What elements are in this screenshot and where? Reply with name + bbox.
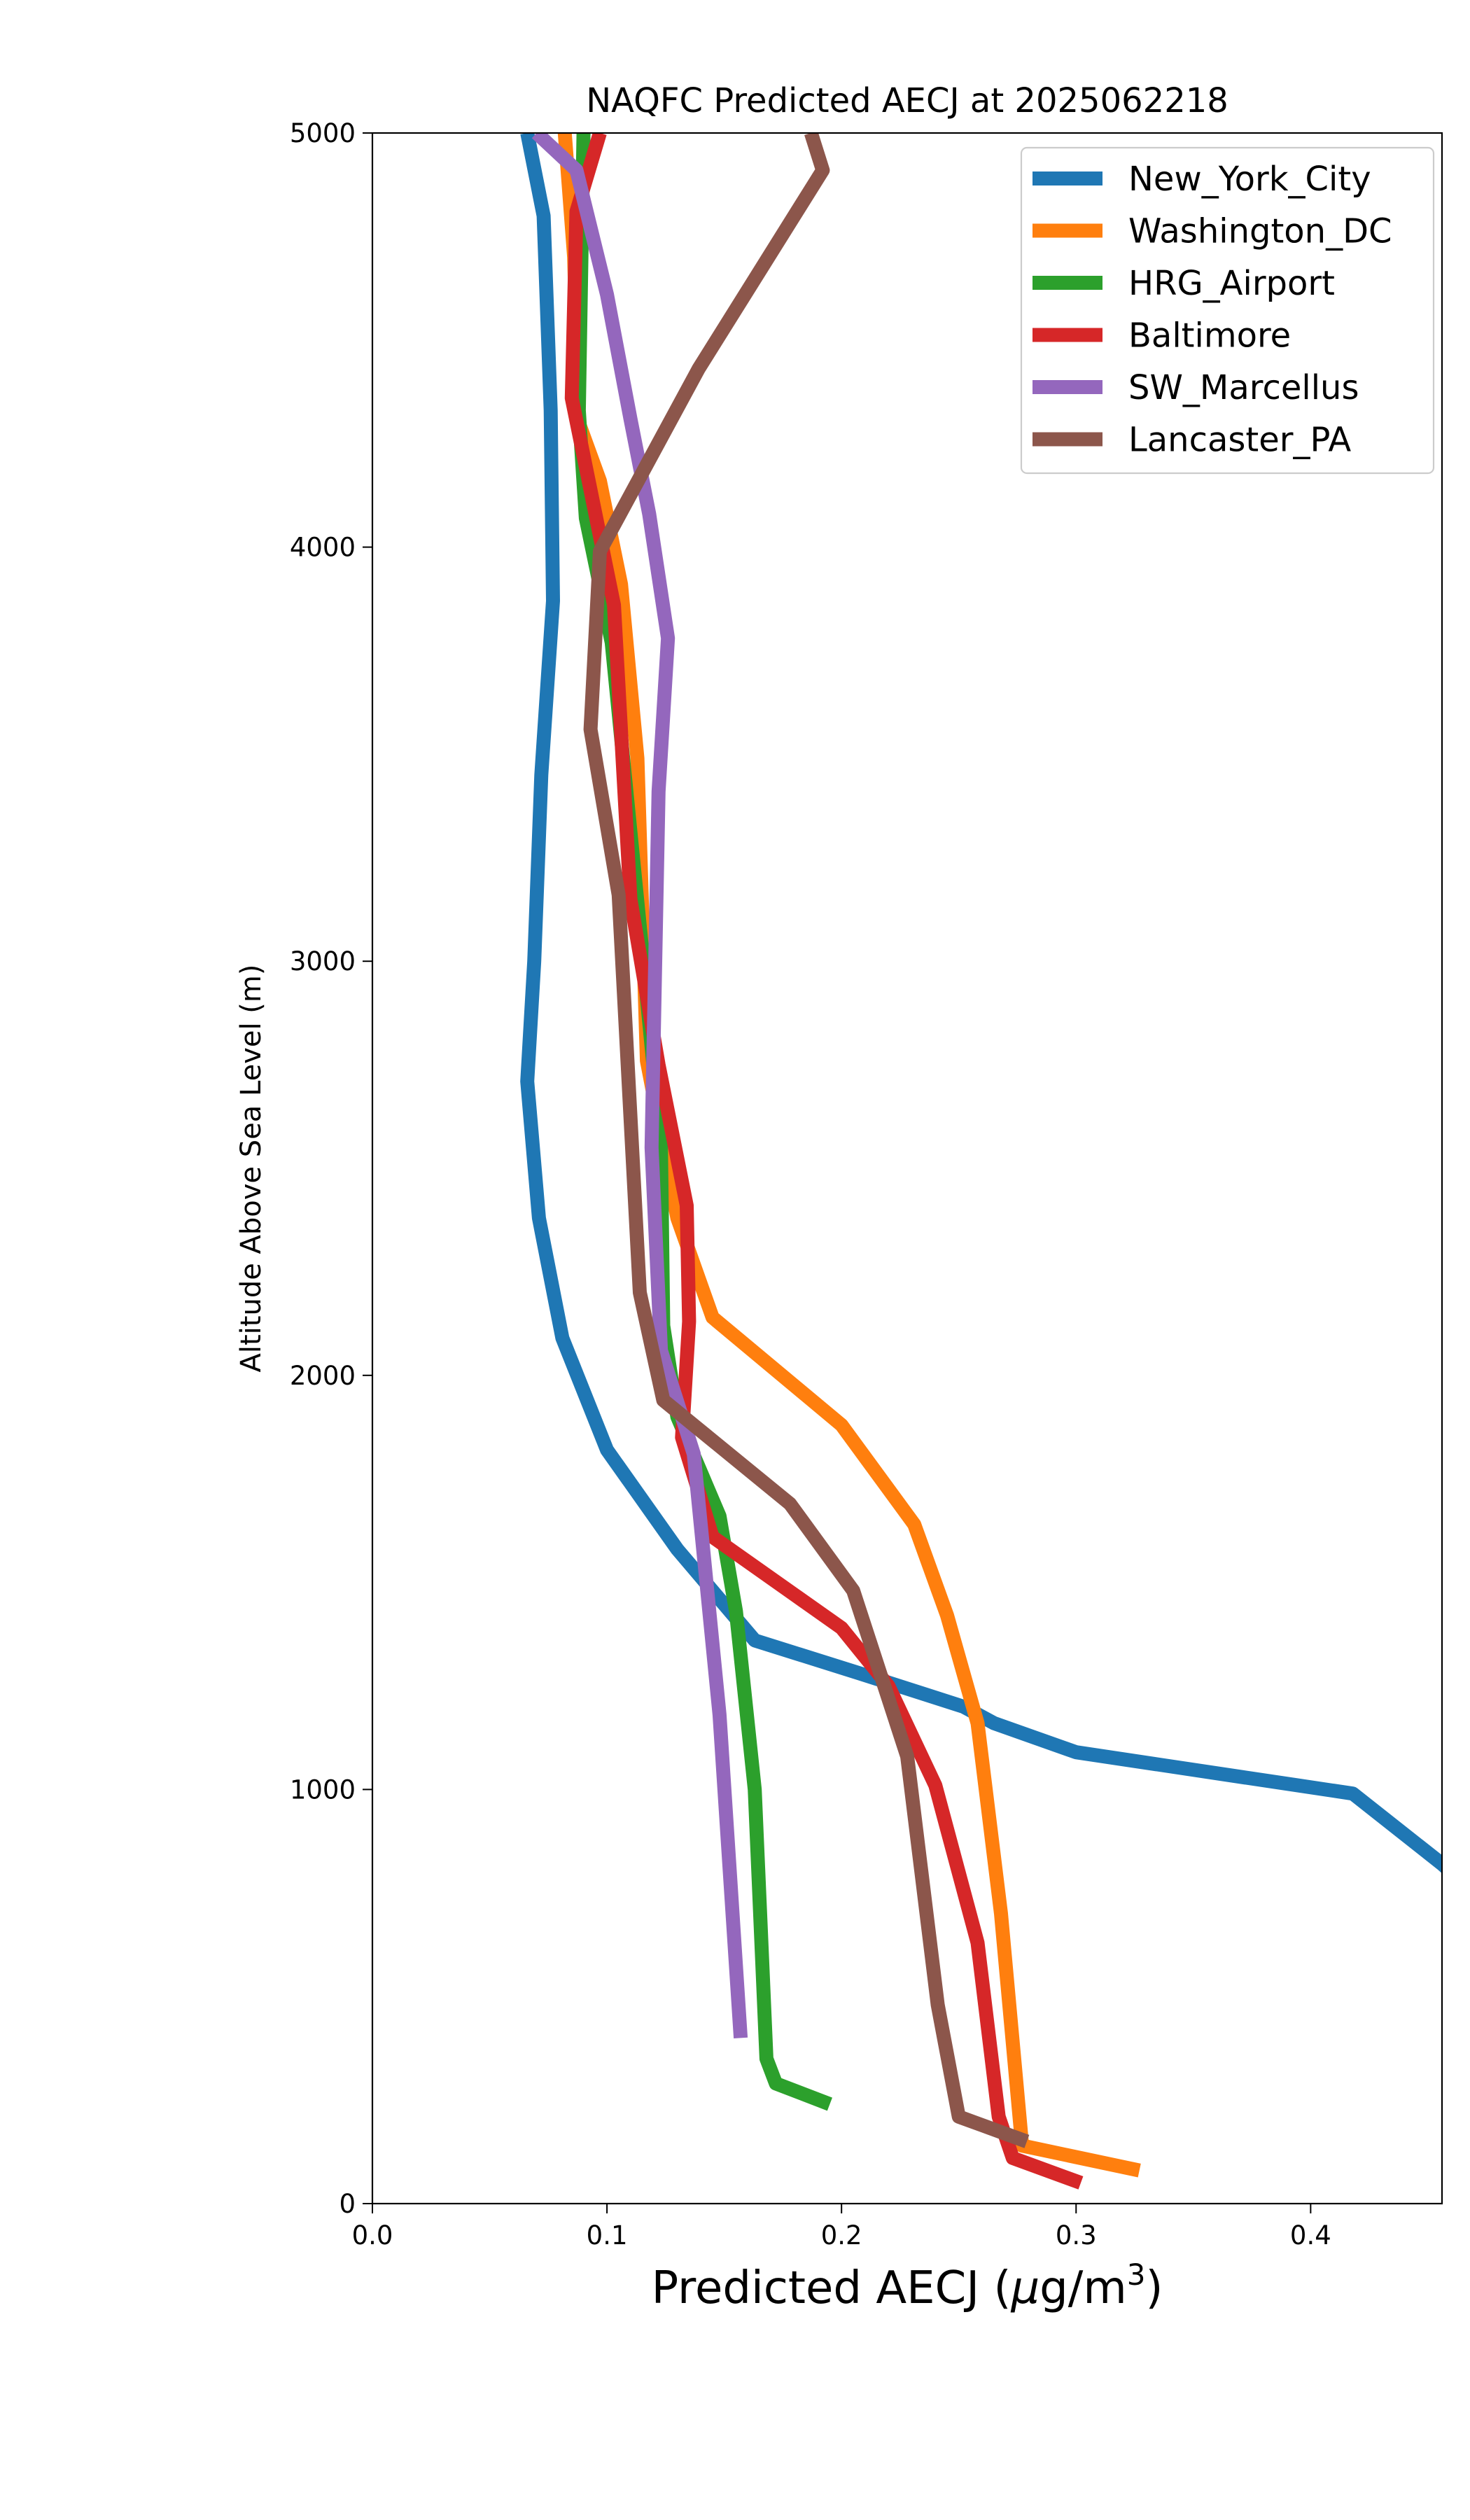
x-tick-label: 0.1 [587, 2220, 628, 2250]
y-axis-label: Altitude Above Sea Level (m) [235, 965, 267, 1373]
legend-label-sw-marcellus: SW_Marcellus [1128, 368, 1359, 407]
y-tick-label: 3000 [290, 946, 356, 976]
y-tick-label: 5000 [290, 118, 356, 148]
legend-frame [1020, 146, 1435, 475]
y-tick-label: 1000 [290, 1774, 356, 1805]
x-tick-label: 0.4 [1290, 2220, 1331, 2250]
series-layer [520, 133, 1442, 2190]
x-axis-ticks: 0.0 0.1 0.2 0.3 0.4 [352, 2204, 1331, 2250]
series-line-sw-marcellus [531, 133, 748, 2039]
x-tick-label: 0.3 [1056, 2220, 1097, 2250]
legend-label-new-york-city: New_York_City [1128, 160, 1371, 199]
chart-title: NAQFC Predicted AECJ at 2025062218 [586, 81, 1228, 120]
plot-frame [371, 132, 1443, 2205]
x-axis-label: Predicted AECJ (μg/m3) [652, 2258, 1163, 2314]
y-tick-label: 0 [339, 2189, 356, 2219]
series-line-hrg-airport [571, 133, 832, 2111]
x-tick-label: 0.2 [821, 2220, 862, 2250]
x-tick-label: 0.0 [352, 2220, 393, 2250]
y-axis-ticks: 0 1000 2000 3000 4000 5000 [290, 118, 372, 2219]
series-line-lancaster-pa [583, 133, 1030, 2148]
y-tick-label: 4000 [290, 533, 356, 563]
legend-label-washington-dc: Washington_DC [1128, 212, 1392, 251]
series-line-new-york-city [520, 133, 1442, 1874]
y-tick-label: 2000 [290, 1361, 356, 1391]
legend-label-hrg-airport: HRG_Airport [1128, 264, 1335, 303]
legend-label-baltimore: Baltimore [1128, 316, 1291, 356]
legend: New_York_City Washington_DC HRG_Airport Bal… [1020, 146, 1435, 475]
legend-label-lancaster-pa: Lancaster_PA [1128, 421, 1351, 460]
